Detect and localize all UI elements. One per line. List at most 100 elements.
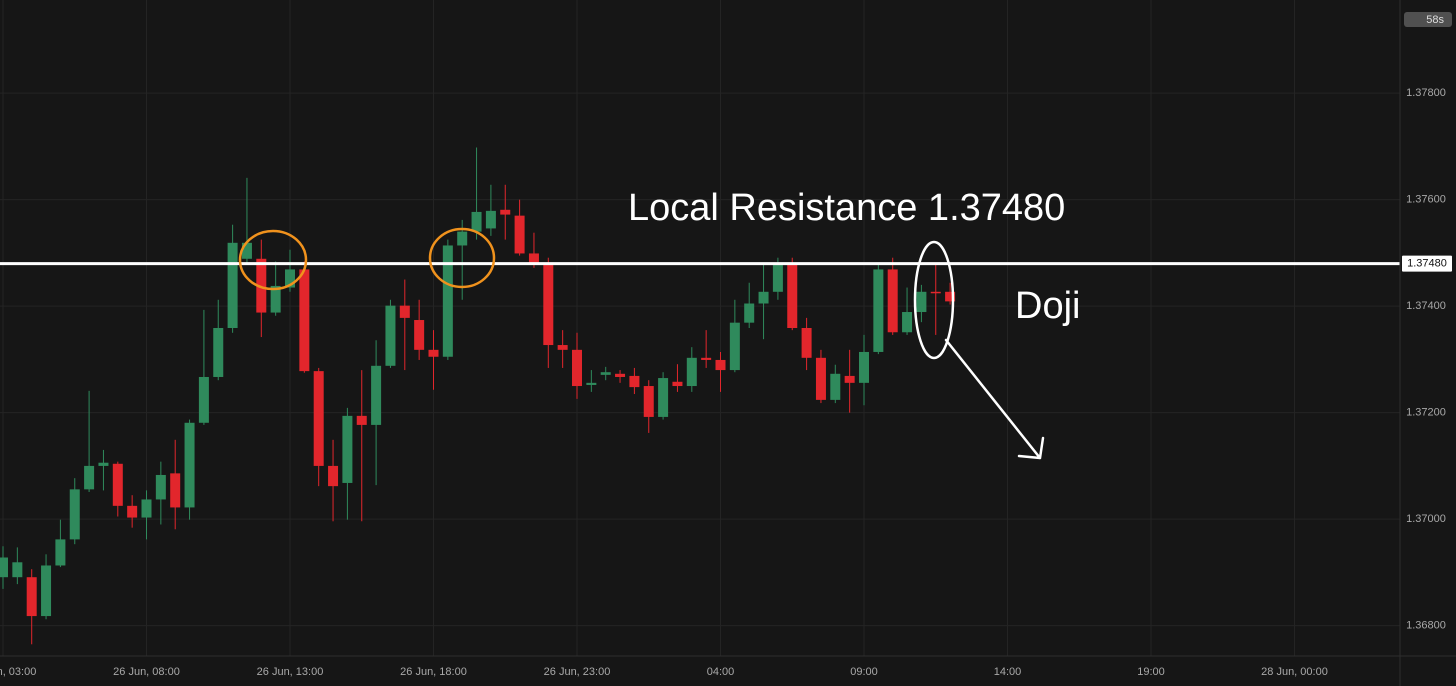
candle-body: [887, 269, 898, 333]
x-tick-label: 14:00: [994, 666, 1022, 678]
candle-body: [26, 577, 37, 617]
candle-body: [155, 474, 166, 500]
candle-body: [112, 463, 123, 506]
doji-ellipse: [913, 240, 955, 360]
candle-body: [686, 357, 697, 387]
candle-body: [457, 231, 468, 246]
candle-body: [701, 357, 712, 360]
candle-body: [815, 357, 826, 400]
x-tick-label: 26 Jun, 13:00: [257, 666, 324, 678]
arrow: [944, 338, 1045, 460]
candle-body: [55, 539, 66, 566]
candle-body: [471, 211, 482, 232]
candle-body: [557, 345, 568, 350]
resistance-tag-label: 1.37480: [1407, 257, 1447, 269]
candle-body: [902, 312, 913, 333]
candle-body: [615, 373, 626, 377]
x-tick-label: 26 Jun, 23:00: [544, 666, 611, 678]
candle-body: [600, 372, 611, 375]
candle-body: [127, 505, 138, 518]
y-tick-label: 1.36800: [1406, 620, 1446, 632]
candle-body: [715, 359, 726, 371]
candle-body: [270, 285, 281, 313]
countdown: 58s: [1426, 14, 1444, 26]
candle-body: [514, 215, 525, 254]
candle-body: [543, 264, 554, 346]
candle-body: [299, 269, 310, 372]
candle-body: [658, 378, 669, 417]
candle-body: [801, 328, 812, 358]
candle-body: [328, 465, 339, 487]
candle-body: [69, 489, 80, 540]
candle-body: [930, 291, 941, 294]
candle-body: [830, 373, 841, 400]
candle-body: [758, 291, 769, 304]
candle-body: [428, 349, 439, 357]
candle-body: [586, 382, 597, 385]
candle-body: [672, 381, 683, 387]
candle-body: [629, 375, 640, 388]
candle-body: [787, 262, 798, 328]
highlight-circle: [238, 229, 308, 291]
y-tick-label: 1.37200: [1406, 407, 1446, 419]
candle-body: [744, 303, 755, 323]
candle-body: [198, 376, 209, 423]
candle-body: [399, 305, 410, 318]
x-tick-label: 26 Jun, 03:00: [0, 666, 36, 678]
y-tick-label: 1.37800: [1406, 87, 1446, 99]
candle-body: [356, 415, 367, 425]
pattern-annotation: Doji: [1015, 285, 1080, 327]
candle-body: [256, 258, 267, 313]
grid: [0, 0, 1400, 656]
x-tick-label: 26 Jun, 18:00: [400, 666, 467, 678]
y-tick-label: 1.37400: [1406, 300, 1446, 312]
candle-body: [500, 209, 511, 215]
candle-body: [170, 473, 181, 508]
candle-body: [241, 242, 252, 259]
y-tick-label: 1.37600: [1406, 194, 1446, 206]
candle-body: [916, 291, 927, 313]
candle-body: [0, 557, 8, 578]
overlay: Local Resistance 1.37480 Doji: [238, 187, 1080, 460]
candle-body: [729, 322, 740, 371]
candle-body: [859, 351, 869, 383]
resistance-tag: [1402, 255, 1452, 272]
candle-body: [141, 499, 152, 518]
highlight-circle: [428, 227, 496, 289]
x-tick-label: 28 Jun, 00:00: [1261, 666, 1328, 678]
candle-body: [772, 262, 783, 292]
candle-body: [84, 465, 95, 490]
x-tick-label: 04:00: [707, 666, 735, 678]
candle-body: [41, 565, 52, 617]
x-tick-label: 19:00: [1137, 666, 1165, 678]
candle-body: [371, 365, 382, 425]
candles: [0, 147, 1400, 645]
countdown-box: [1404, 12, 1452, 27]
x-tick-label: 26 Jun, 08:00: [113, 666, 180, 678]
candle-body: [485, 210, 496, 229]
candle-body: [643, 386, 654, 417]
candle-body: [385, 305, 396, 366]
y-tick-label: 1.37000: [1406, 513, 1446, 525]
candle-body: [844, 375, 855, 383]
candle-body: [285, 269, 295, 288]
candle-body: [414, 320, 425, 350]
candle-body: [572, 349, 582, 387]
candle-body: [227, 242, 238, 328]
candle-body: [213, 328, 224, 377]
candle-body: [873, 269, 884, 352]
x-tick-label: 09:00: [850, 666, 878, 678]
candle-body: [12, 562, 23, 578]
candle-body: [184, 422, 195, 508]
candle-body: [945, 291, 956, 302]
candle-body: [442, 245, 453, 357]
candle-body: [98, 462, 109, 466]
resistance-annotation: Local Resistance 1.37480: [628, 187, 1065, 229]
candle-body: [313, 371, 324, 466]
candle-body: [342, 415, 353, 483]
candle-body: [528, 253, 539, 265]
